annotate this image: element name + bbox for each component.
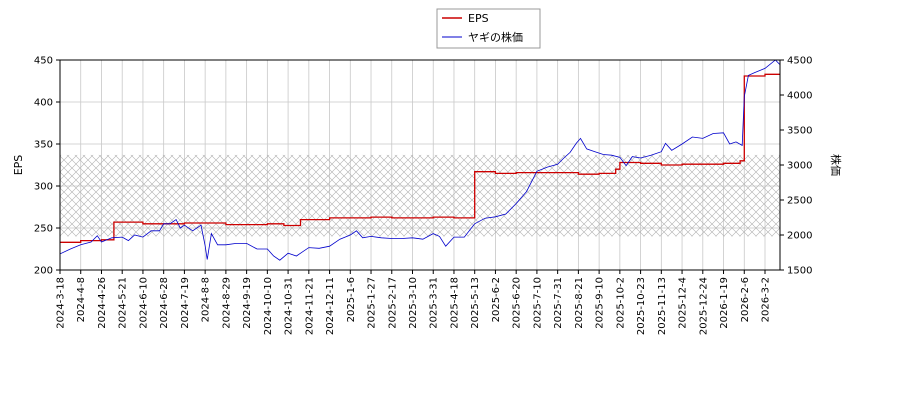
y-left-axis: 200 250 300 350 400 450 <box>34 56 60 277</box>
x-tick-label: 2024-7-19 <box>180 277 191 329</box>
x-tick-label: 2025-12-24 <box>698 277 709 335</box>
y-left-tick-label: 450 <box>34 56 53 67</box>
y-left-tick-label: 350 <box>34 140 53 151</box>
y-right-axis: 1500 2000 2500 3000 3500 4000 4500 <box>780 56 812 277</box>
x-tick-label: 2024-10-31 <box>284 277 295 335</box>
x-tick-label: 2024-10-10 <box>263 277 274 335</box>
x-tick-label: 2025-4-18 <box>450 277 461 329</box>
x-tick-label: 2024-4-26 <box>97 277 108 329</box>
y-left-tick-label: 200 <box>34 266 53 277</box>
x-tick-label: 2025-11-13 <box>657 277 668 335</box>
hatch-band <box>60 154 780 237</box>
x-tick-label: 2024-6-10 <box>138 277 149 329</box>
legend: EPS ヤギの株価 <box>436 8 541 49</box>
y-right-tick-label: 2000 <box>787 231 812 242</box>
x-tick-label: 2024-11-21 <box>304 277 315 335</box>
x-tick-label: 2024-8-8 <box>201 277 212 322</box>
series-layer <box>60 60 780 261</box>
x-tick-label: 2025-12-4 <box>678 277 689 329</box>
series-eps-line <box>60 73 780 243</box>
x-tick-label: 2024-5-21 <box>118 277 129 329</box>
y-right-label: 株価 <box>829 154 843 176</box>
x-tick-label: 2024-12-11 <box>325 277 336 335</box>
series-price-line <box>60 60 780 261</box>
x-tick-label: 2025-5-13 <box>470 277 481 329</box>
y-left-tick-label: 400 <box>34 98 53 109</box>
y-right-tick-label: 2500 <box>787 196 812 207</box>
y-right-tick-label: 4500 <box>787 56 812 67</box>
x-tick-label: 2024-6-28 <box>159 277 170 329</box>
x-tick-label: 2025-3-31 <box>429 277 440 329</box>
x-tick-label: 2025-10-23 <box>636 277 647 335</box>
y-right-tick-label: 3000 <box>787 161 812 172</box>
x-tick-label: 2024-8-29 <box>221 277 232 329</box>
legend-eps-label: EPS <box>468 12 489 25</box>
x-tick-label: 2025-7-31 <box>553 277 564 329</box>
x-tick-label: 2024-3-18 <box>56 277 67 329</box>
x-tick-label: 2025-1-6 <box>346 277 357 322</box>
x-tick-label: 2025-6-20 <box>512 277 523 329</box>
y-left-tick-label: 300 <box>34 182 53 193</box>
y-left-label: EPS <box>12 155 25 176</box>
x-tick-label: 2026-3-2 <box>761 277 772 322</box>
x-tick-label: 2024-9-19 <box>242 277 253 329</box>
x-tick-label: 2025-3-10 <box>408 277 419 329</box>
y-right-tick-label: 3500 <box>787 126 812 137</box>
x-tick-label: 2026-1-19 <box>719 277 730 329</box>
x-tick-label: 2025-6-2 <box>491 277 502 322</box>
legend-price-label: ヤギの株価 <box>468 30 523 44</box>
x-tick-label: 2025-2-17 <box>387 277 398 329</box>
x-tick-label: 2025-8-21 <box>574 277 585 329</box>
x-axis: 2024-3-18 2024-4-8 2024-4-26 2024-5-21 2024-… <box>56 270 772 335</box>
legend-box <box>436 8 541 49</box>
y-right-tick-label: 1500 <box>787 266 812 277</box>
x-tick-label: 2025-7-10 <box>532 277 543 329</box>
y-left-tick-label: 250 <box>34 224 53 235</box>
x-tick-label: 2025-1-27 <box>367 277 378 329</box>
x-tick-label: 2026-2-6 <box>740 277 751 322</box>
y-right-tick-label: 4000 <box>787 91 812 102</box>
x-tick-label: 2024-4-8 <box>76 277 87 322</box>
x-tick-label: 2025-10-2 <box>615 277 626 329</box>
x-tick-label: 2025-9-10 <box>595 277 606 329</box>
